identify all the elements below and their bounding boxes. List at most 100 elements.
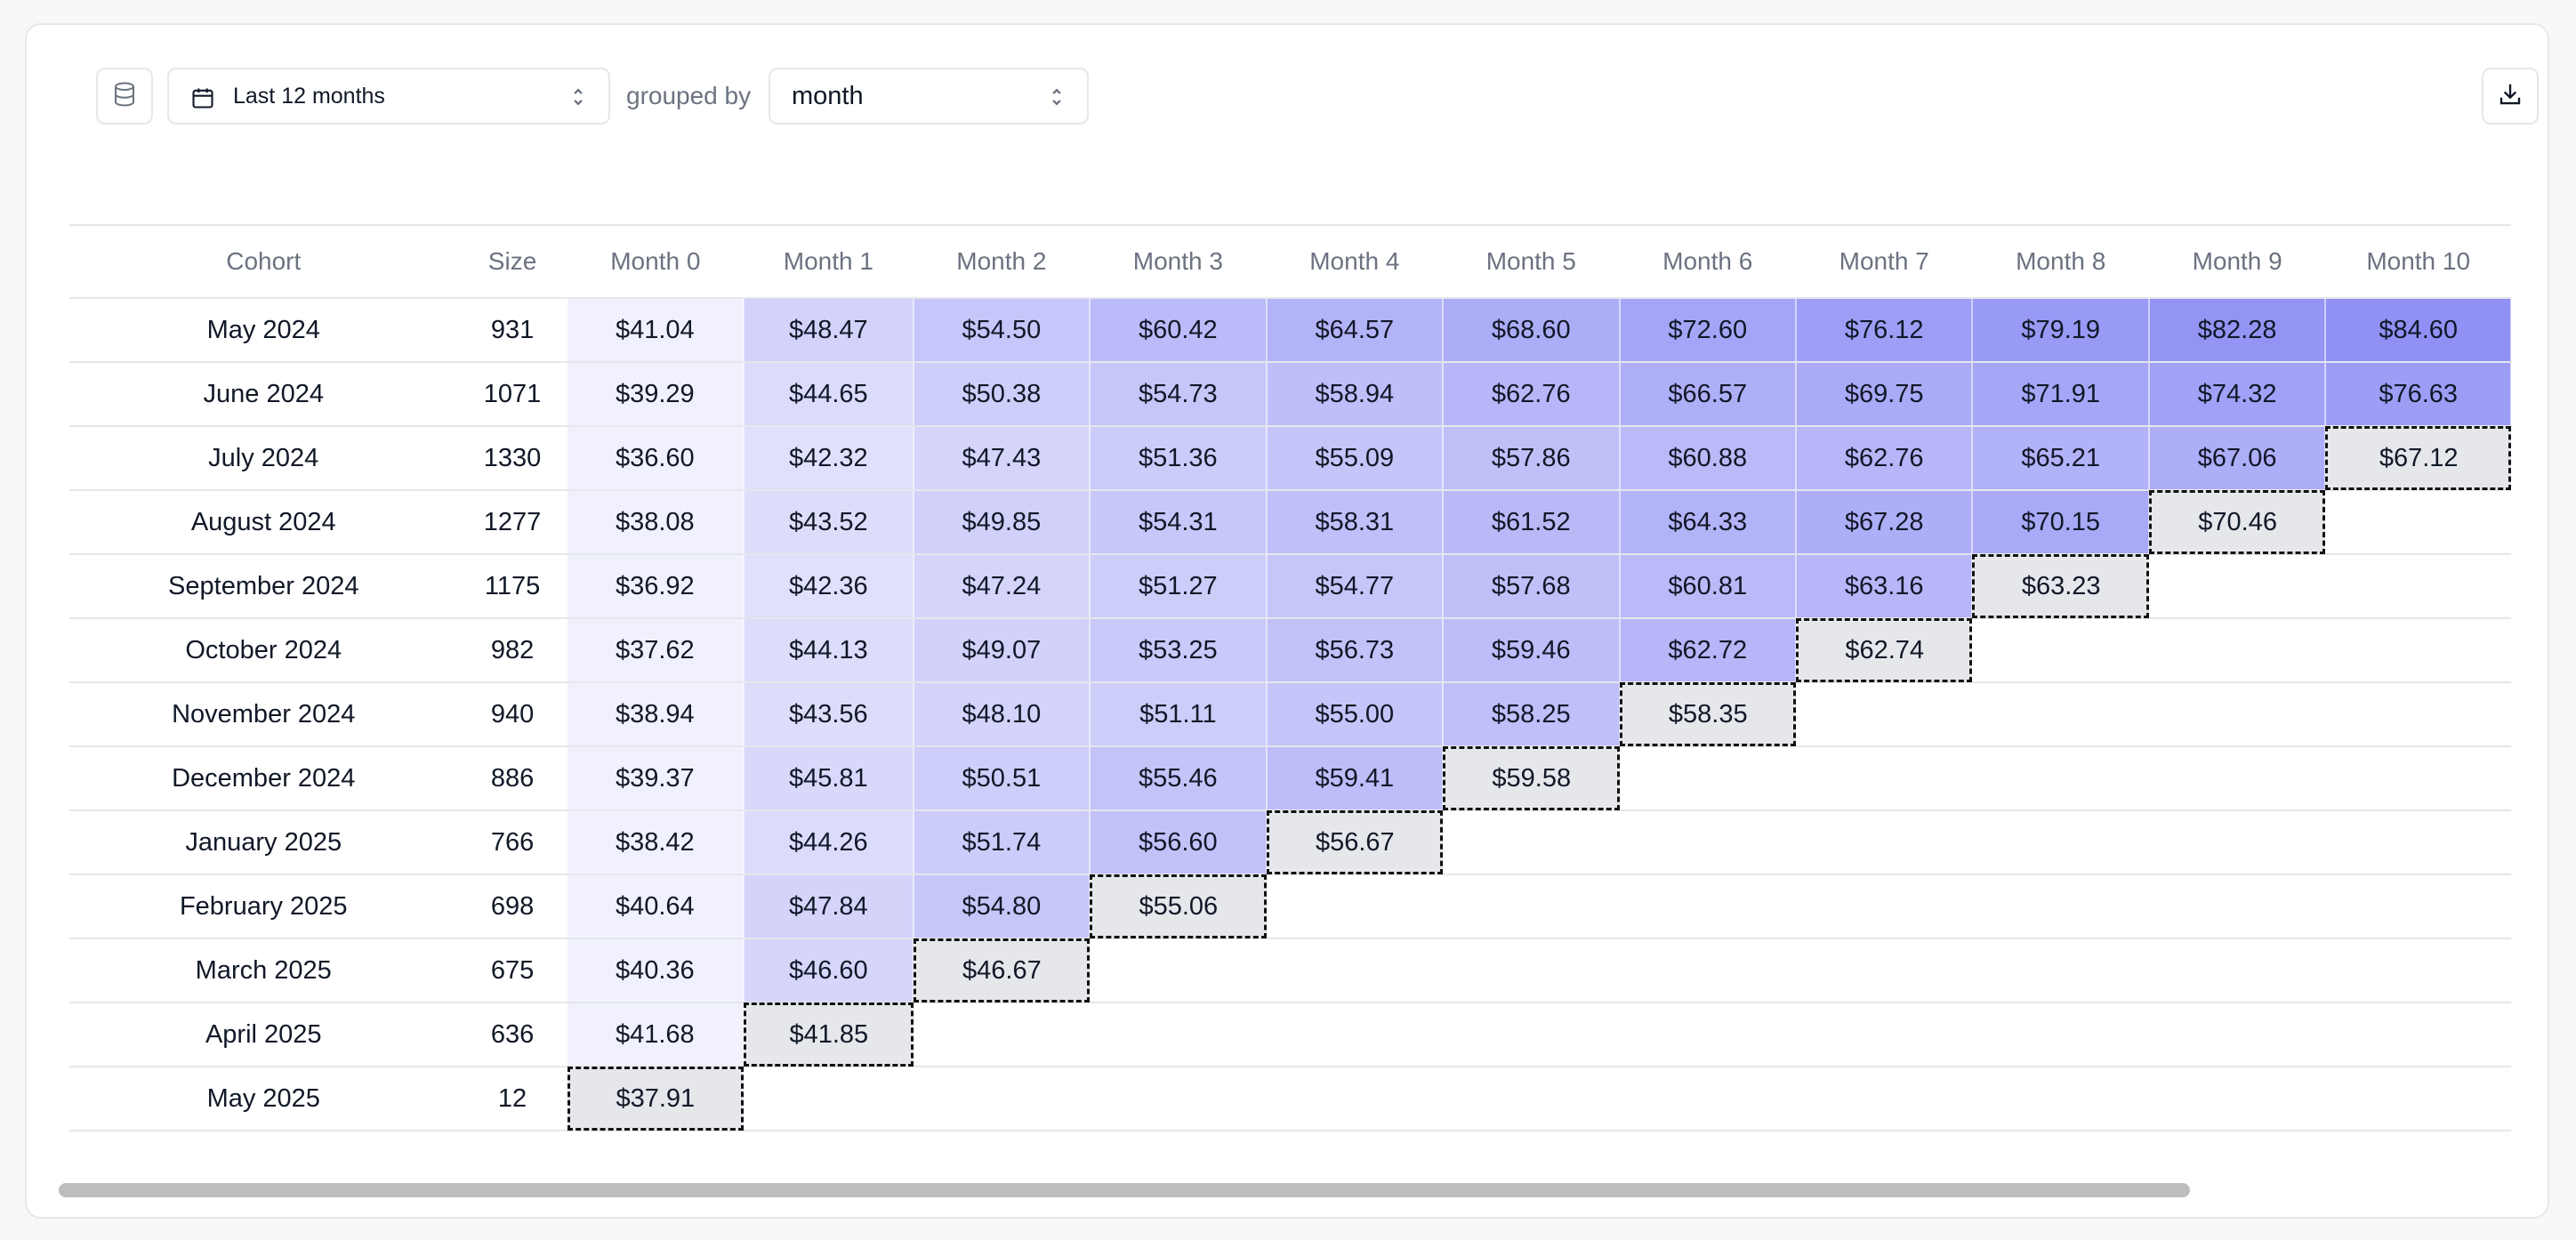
value-cell: $54.77: [1266, 554, 1445, 619]
empty-cell: [2325, 554, 2511, 619]
value-cell: $56.60: [1090, 810, 1268, 875]
value-cell: $79.19: [1972, 298, 2150, 363]
date-range-label: Last 12 months: [233, 83, 385, 109]
value-cell: $47.43: [913, 426, 1091, 491]
column-header-month-0: Month 0: [567, 224, 745, 299]
value-cell: $55.00: [1266, 682, 1445, 747]
empty-cell: [1443, 1067, 1620, 1131]
value-cell: $49.85: [913, 490, 1091, 555]
empty-cell: [2325, 490, 2511, 555]
cohort-cell: May 2025: [69, 1067, 458, 1131]
cohort-table: Cohort Size Month 0 Month 1 Month 2 Month 3 Mo…: [69, 224, 2512, 1131]
value-cell: $67.28: [1795, 490, 1974, 555]
empty-cell: [2325, 874, 2511, 939]
projected-value-cell: $56.67: [1266, 810, 1444, 875]
empty-cell: [1795, 682, 1973, 747]
empty-cell: [2148, 554, 2326, 619]
value-cell: $51.11: [1090, 682, 1268, 747]
value-cell: $58.25: [1443, 682, 1621, 747]
empty-cell: [1443, 810, 1620, 875]
table-row: May 2025 12 $37.91: [69, 1067, 2511, 1131]
data-source-button[interactable]: [96, 68, 153, 125]
column-header-month-6: Month 6: [1619, 224, 1796, 299]
value-cell: $40.36: [567, 938, 745, 1003]
table-row: August 2024 1277 $38.08 $43.52 $49.85 $54.31 $…: [69, 490, 2511, 555]
size-cell: 940: [457, 682, 568, 747]
empty-cell: [1972, 810, 2149, 875]
value-cell: $51.74: [913, 810, 1091, 875]
projected-value-cell: $70.46: [2148, 490, 2326, 555]
group-by-value: month: [792, 81, 864, 110]
grouped-by-text: grouped by: [626, 82, 752, 109]
cohort-cell: August 2024: [69, 490, 458, 555]
value-cell: $70.15: [1972, 490, 2150, 555]
value-cell: $55.09: [1266, 426, 1445, 491]
value-cell: $39.29: [567, 362, 745, 427]
empty-cell: [1443, 938, 1620, 1003]
value-cell: $60.81: [1619, 554, 1797, 619]
value-cell: $64.33: [1619, 490, 1797, 555]
chevron-up-down-icon: [571, 85, 585, 113]
empty-cell: [1443, 874, 1620, 939]
value-cell: $41.68: [567, 1002, 745, 1067]
empty-cell: [913, 1067, 1091, 1131]
empty-cell: [2148, 1002, 2326, 1067]
value-cell: $76.63: [2325, 362, 2512, 427]
value-cell: $72.60: [1619, 298, 1797, 363]
empty-cell: [2325, 1067, 2511, 1131]
column-header-month-1: Month 1: [744, 224, 914, 299]
value-cell: $84.60: [2325, 298, 2512, 363]
value-cell: $50.38: [913, 362, 1091, 427]
database-icon: [111, 81, 138, 112]
empty-cell: [1619, 938, 1796, 1003]
empty-cell: [2325, 618, 2511, 683]
value-cell: $44.65: [744, 362, 914, 427]
empty-cell: [2148, 682, 2326, 747]
value-cell: $54.50: [913, 298, 1091, 363]
empty-cell: [1795, 1067, 1973, 1131]
empty-cell: [1972, 938, 2149, 1003]
value-cell: $71.91: [1972, 362, 2150, 427]
column-header-month-5: Month 5: [1443, 224, 1620, 299]
table-row: January 2025 766 $38.42 $44.26 $51.74 $56.60 $…: [69, 810, 2511, 875]
date-range-select[interactable]: Last 12 months: [167, 68, 610, 125]
value-cell: $48.10: [913, 682, 1091, 747]
empty-cell: [1795, 874, 1973, 939]
value-cell: $58.31: [1266, 490, 1445, 555]
value-cell: $76.12: [1795, 298, 1974, 363]
value-cell: $47.84: [744, 874, 914, 939]
column-header-month-10: Month 10: [2325, 224, 2511, 299]
empty-cell: [2325, 1002, 2511, 1067]
value-cell: $45.81: [744, 746, 914, 811]
download-button[interactable]: [2482, 68, 2539, 125]
projected-value-cell: $55.06: [1090, 874, 1267, 939]
value-cell: $74.32: [2148, 362, 2327, 427]
value-cell: $54.80: [913, 874, 1091, 939]
value-cell: $46.60: [744, 938, 914, 1003]
empty-cell: [2148, 746, 2326, 811]
table-row: December 2024 886 $39.37 $45.81 $50.51 $55.46…: [69, 746, 2511, 811]
projected-value-cell: $67.12: [2325, 426, 2511, 491]
empty-cell: [2148, 938, 2326, 1003]
value-cell: $38.42: [567, 810, 745, 875]
size-cell: 1277: [457, 490, 568, 555]
cohort-cell: June 2024: [69, 362, 458, 427]
table-row: May 2024 931 $41.04 $48.47 $54.50 $60.42 $64.5…: [69, 298, 2512, 363]
column-header-month-7: Month 7: [1795, 224, 1973, 299]
cohort-cell: November 2024: [69, 682, 458, 747]
value-cell: $66.57: [1619, 362, 1797, 427]
empty-cell: [1972, 682, 2149, 747]
cohort-table-scroll[interactable]: Cohort Size Month 0 Month 1 Month 2 Month 3 Mo…: [69, 224, 2512, 1176]
empty-cell: [1795, 746, 1973, 811]
horizontal-scrollbar[interactable]: [59, 1183, 2190, 1197]
value-cell: $37.62: [567, 618, 745, 683]
value-cell: $82.28: [2148, 298, 2327, 363]
size-cell: 931: [457, 298, 568, 363]
value-cell: $65.21: [1972, 426, 2150, 491]
value-cell: $67.06: [2148, 426, 2327, 491]
value-cell: $51.36: [1090, 426, 1268, 491]
empty-cell: [1795, 938, 1973, 1003]
table-row: June 2024 1071 $39.29 $44.65 $50.38 $54.73 $58…: [69, 362, 2512, 427]
empty-cell: [1972, 1067, 2149, 1131]
group-by-select[interactable]: month: [769, 68, 1089, 125]
